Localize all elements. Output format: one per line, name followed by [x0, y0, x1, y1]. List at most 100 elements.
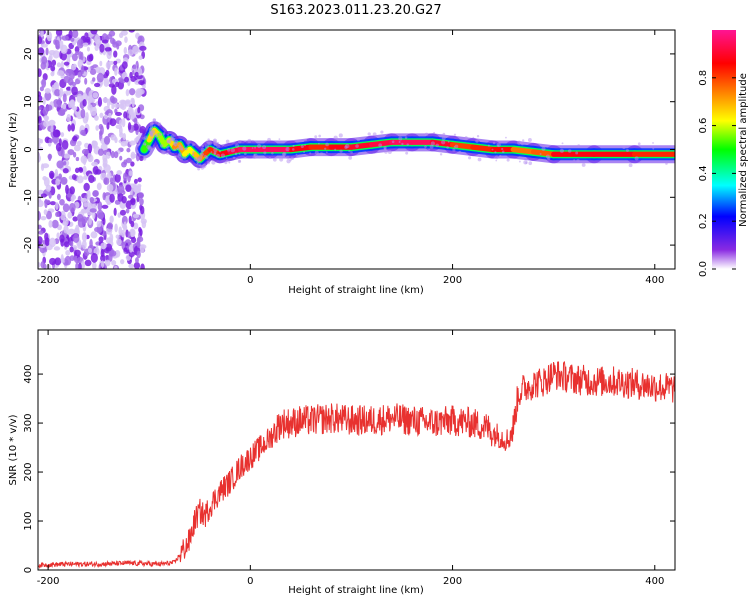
noise-dot [77, 59, 84, 68]
noise-dot [106, 200, 111, 206]
spectrogram-x-tick-label: 200 [443, 275, 462, 286]
signal-fringe-dot [234, 152, 238, 156]
noise-dot [71, 86, 78, 96]
noise-dot [81, 64, 85, 75]
noise-dot [114, 249, 121, 258]
noise-dot [83, 182, 90, 192]
signal-fringe-dot [187, 153, 190, 156]
noise-dot [38, 230, 44, 235]
noise-dot [63, 225, 69, 234]
noise-dot [111, 260, 117, 266]
spectrogram-y-axis-label: Frequency (Hz) [8, 112, 19, 188]
noise-dot [72, 135, 78, 142]
noise-region [38, 30, 147, 269]
signal-fringe-dot [143, 135, 148, 140]
noise-dot [49, 201, 56, 206]
signal-fringe-dot [318, 142, 320, 145]
signal-fringe-dot [452, 148, 456, 152]
noise-dot [124, 100, 132, 107]
signal-fringe-dot [468, 156, 472, 160]
noise-dot [44, 91, 52, 101]
noise-dot [125, 89, 130, 97]
noise-dot [129, 71, 133, 79]
noise-dot [89, 208, 97, 213]
snr-y-tick-label: 200 [23, 462, 34, 481]
colorbar-label: Normalized spectral amplitude [738, 73, 749, 227]
noise-dot [59, 198, 65, 206]
signal-fringe-dot [290, 156, 294, 161]
noise-dot [105, 61, 111, 69]
signal-segment [348, 142, 375, 150]
signal-fringe-dot [404, 136, 408, 139]
signal-fringe-dot [186, 139, 191, 145]
noise-dot [54, 88, 61, 97]
noise-dot [39, 243, 46, 248]
noise-dot [92, 140, 98, 148]
signal-fringe-dot [304, 144, 306, 147]
noise-dot [55, 142, 62, 152]
signal-fringe-dot [235, 143, 240, 148]
noise-dot [54, 257, 62, 266]
noise-dot [63, 153, 71, 159]
noise-dot [121, 215, 128, 225]
noise-dot [102, 217, 106, 226]
signal-fringe-dot [561, 142, 564, 145]
noise-dot [41, 43, 48, 48]
noise-dot [60, 132, 65, 138]
noise-dot [85, 36, 91, 43]
noise-dot [140, 263, 145, 269]
noise-dot [114, 136, 118, 144]
noise-dot [137, 177, 142, 183]
noise-dot [38, 106, 42, 111]
noise-dot [109, 250, 117, 257]
signal-fringe-dot [492, 141, 496, 145]
noise-dot [48, 119, 56, 127]
signal-track [135, 118, 675, 171]
noise-dot [113, 60, 118, 65]
noise-dot [114, 223, 118, 233]
signal-fringe-dot [142, 156, 147, 161]
signal-fringe-dot [339, 149, 343, 153]
noise-dot [121, 196, 127, 204]
signal-fringe-dot [206, 160, 211, 165]
noise-dot [120, 259, 125, 265]
noise-dot [38, 115, 42, 124]
noise-dot [48, 220, 53, 228]
noise-dot [128, 88, 136, 96]
noise-dot [45, 210, 52, 220]
noise-dot [40, 193, 47, 198]
signal-segment [530, 149, 557, 157]
colorbar-tick-label: 0.0 [698, 261, 709, 277]
noise-dot [49, 237, 56, 248]
signal-fringe-dot [477, 157, 482, 162]
noise-dot [44, 88, 51, 94]
noise-dot [132, 64, 137, 70]
spectrogram-y-tick-label: -20 [23, 237, 34, 253]
noise-dot [114, 173, 121, 183]
noise-dot [60, 147, 65, 158]
signal-fringe-dot [428, 148, 431, 151]
colorbar-tick-label: 0.8 [698, 70, 709, 86]
noise-dot [74, 46, 80, 53]
noise-dot [38, 137, 42, 144]
noise-dot [137, 185, 142, 193]
noise-dot [83, 175, 88, 180]
noise-dot [123, 159, 128, 165]
signal-fringe-dot [405, 151, 409, 155]
signal-fringe-dot [159, 144, 164, 148]
noise-dot [130, 237, 137, 244]
noise-dot [116, 170, 123, 176]
spectrogram-x-tick-label: 0 [247, 275, 253, 286]
noise-dot [103, 77, 110, 88]
noise-dot [38, 110, 41, 117]
noise-dot [115, 111, 123, 117]
signal-fringe-dot [166, 151, 170, 155]
signal-fringe-dot [166, 133, 170, 136]
noise-dot [126, 147, 131, 153]
noise-dot [41, 163, 50, 169]
noise-dot [109, 193, 115, 203]
signal-fringe-dot [228, 161, 231, 164]
noise-dot [107, 222, 114, 230]
signal-fringe-dot [215, 153, 221, 158]
noise-dot [50, 65, 56, 72]
